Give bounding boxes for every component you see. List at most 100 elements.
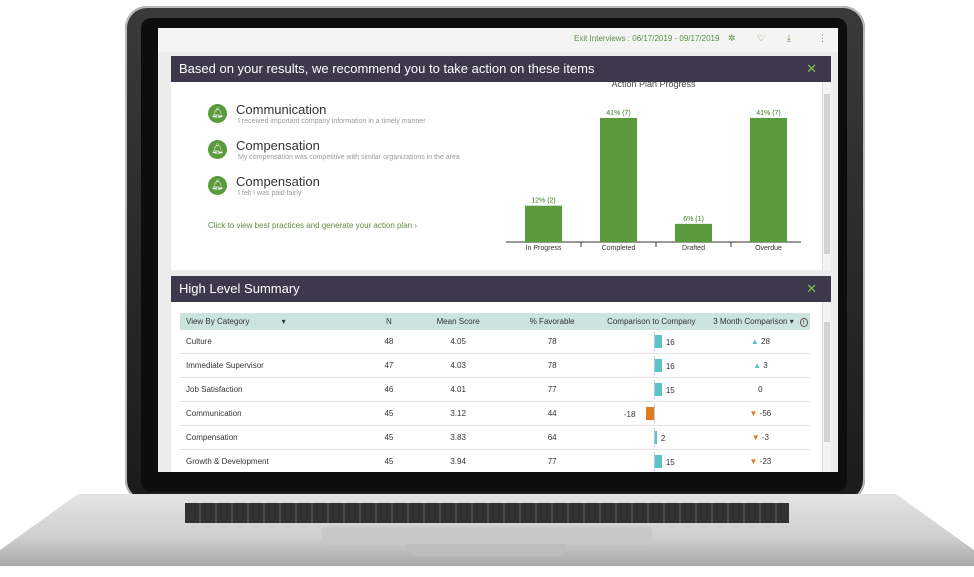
top-bar: Exit Interviews : 06/17/2019 - 09/17/201…	[158, 28, 838, 52]
mean-score-cell: 4.05	[403, 330, 513, 354]
chart-category-label: Drafted	[682, 245, 705, 252]
app-screen: Exit Interviews : 06/17/2019 - 09/17/201…	[158, 28, 838, 472]
favorable-cell: 64	[512, 425, 592, 450]
arrow-up-icon: ▲	[753, 361, 764, 370]
category-cell: Compensation	[180, 425, 375, 450]
action-item-title: Compensation	[236, 174, 320, 189]
mean-score-cell: 3.12	[403, 401, 513, 426]
summary-panel: High Level Summary ✕ View By Category ▾ …	[171, 276, 831, 472]
panel-header: High Level Summary ✕	[171, 276, 831, 302]
chart-bar[interactable]	[525, 205, 562, 242]
scrollbar[interactable]	[822, 82, 831, 270]
favorable-cell: 78	[512, 330, 592, 354]
category-cell: Culture	[180, 330, 375, 354]
action-item-subtitle: My compensation was competitive with sim…	[238, 154, 460, 161]
chevron-down-icon: ▾	[281, 317, 286, 326]
table-row[interactable]: Immediate Supervisor 47 4.03 78 16 ▲ 3	[180, 353, 810, 378]
comparison-bar	[654, 431, 657, 444]
category-cell: Growth & Development	[180, 449, 375, 472]
chart-title: Action Plan Progress	[611, 79, 696, 89]
close-icon[interactable]: ✕	[806, 281, 817, 296]
column-header[interactable]: % Favorable	[512, 313, 592, 330]
close-icon[interactable]: ✕	[806, 61, 817, 76]
n-cell: 48	[374, 330, 404, 354]
three-month-cell: ▼ -3	[710, 425, 810, 450]
comparison-cell: 16	[591, 353, 711, 378]
info-icon[interactable]: i	[799, 318, 808, 327]
summary-table: View By Category ▾ N Mean Score % Favora…	[180, 313, 810, 472]
category-cell: Job Satisfaction	[180, 377, 375, 402]
column-header[interactable]: Mean Score	[403, 313, 513, 330]
comparison-value: 16	[665, 362, 675, 371]
mean-score-cell: 3.94	[403, 449, 513, 472]
action-item-title: Compensation	[236, 138, 320, 153]
chart-bar[interactable]	[750, 117, 787, 242]
scrollbar[interactable]	[822, 302, 831, 472]
favorable-cell: 78	[512, 353, 592, 378]
category-cell: Communication	[180, 401, 375, 426]
mean-score-cell: 4.01	[403, 377, 513, 402]
three-month-cell: ▼ -56	[710, 401, 810, 426]
chart-data-label: 6% (1)	[683, 216, 704, 223]
three-month-cell: ▲ 28	[710, 330, 810, 354]
gear-icon[interactable]: ✲	[728, 33, 736, 43]
panel-title: Based on your results, we recommend you …	[179, 61, 595, 76]
comparison-cell: -18	[591, 401, 711, 426]
comparison-value: -18	[623, 410, 636, 419]
comparison-bar	[654, 359, 662, 372]
comparison-cell: 15	[591, 449, 711, 472]
column-header[interactable]: N	[374, 313, 404, 330]
date-range-filter[interactable]: Exit Interviews : 06/17/2019 - 09/17/201…	[574, 34, 720, 43]
delta-value: -56	[759, 409, 772, 418]
chart-bar[interactable]	[675, 223, 712, 242]
table-row[interactable]: Growth & Development 45 3.94 77 15 ▼ -23	[180, 449, 810, 472]
comparison-cell: 15	[591, 377, 711, 402]
delta-value: 0	[758, 385, 763, 394]
comparison-bar	[645, 407, 654, 420]
comparison-cell: 2	[591, 425, 711, 450]
action-plan-link[interactable]: Click to view best practices and generat…	[208, 221, 417, 230]
chart-category-label: Overdue	[755, 245, 782, 252]
comparison-value: 2	[660, 434, 666, 443]
table-row[interactable]: Compensation 45 3.83 64 2 ▼ -3	[180, 425, 810, 450]
heart-icon[interactable]: ♡	[757, 33, 766, 43]
chart-bar[interactable]	[600, 117, 637, 242]
more-vertical-icon[interactable]: ⋮	[818, 33, 827, 43]
three-month-cell: ▼ -23	[710, 449, 810, 472]
arrow-down-icon: ▼	[749, 457, 760, 466]
n-cell: 47	[374, 353, 404, 378]
arrow-down-icon: ▼	[749, 409, 760, 418]
panel-header: Based on your results, we recommend you …	[171, 56, 831, 82]
n-cell: 46	[374, 377, 404, 402]
panel-title: High Level Summary	[179, 281, 300, 296]
chevron-down-icon: ▾	[789, 317, 794, 326]
column-header: View By Category	[186, 317, 250, 326]
delta-value: 28	[761, 337, 770, 346]
comparison-value: 15	[665, 458, 675, 467]
category-cell: Immediate Supervisor	[180, 353, 375, 378]
chart-data-label: 12% (2)	[531, 198, 556, 205]
table-row[interactable]: Culture 48 4.05 78 16 ▲ 28	[180, 330, 810, 354]
table-row[interactable]: Job Satisfaction 46 4.01 77 15 0	[180, 377, 810, 402]
chart-category-label: Completed	[602, 245, 636, 252]
three-month-dropdown[interactable]: 3 Month Comparison ▾ i	[710, 313, 810, 330]
mean-score-cell: 4.03	[403, 353, 513, 378]
arrow-up-icon: ▲	[750, 337, 761, 346]
arrow-down-icon: ▼	[751, 433, 762, 442]
favorable-cell: 77	[512, 449, 592, 472]
laptop-trackpad	[322, 527, 652, 545]
download-icon[interactable]: ⤓	[787, 33, 791, 43]
table-row[interactable]: Communication 45 3.12 44 -18 ▼ -56	[180, 401, 810, 426]
column-header[interactable]: Comparison to Company	[591, 313, 711, 330]
mean-score-cell: 3.83	[403, 425, 513, 450]
action-item-title: Communication	[236, 102, 327, 117]
laptop-keyboard	[185, 503, 789, 523]
comparison-bar	[654, 455, 662, 468]
category-dropdown[interactable]: View By Category ▾	[180, 313, 375, 330]
n-cell: 45	[374, 425, 404, 450]
favorable-cell: 77	[512, 377, 592, 402]
laptop-foot	[407, 544, 567, 556]
chart-data-label: 41% (7)	[606, 110, 631, 117]
bell-icon: 🔔︎	[208, 104, 227, 123]
delta-value: -3	[761, 433, 770, 442]
